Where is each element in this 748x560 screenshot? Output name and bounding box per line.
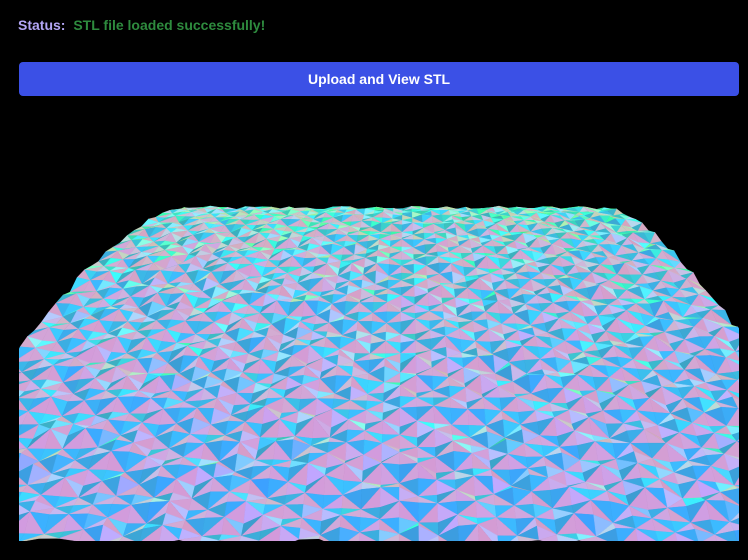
mesh-facet: [728, 517, 739, 525]
mesh-facet: [731, 432, 739, 442]
mesh-facet: [732, 396, 739, 409]
mesh-facet: [734, 345, 739, 352]
upload-and-view-stl-button[interactable]: Upload and View STL: [19, 62, 739, 96]
mesh-facet: [38, 533, 60, 539]
mesh-facet: [737, 378, 739, 381]
stl-3d-viewer[interactable]: [19, 110, 739, 541]
mesh-facet: [734, 530, 739, 541]
mesh-facet: [729, 512, 739, 523]
mesh-facet: [734, 351, 739, 358]
mesh-facet: [19, 477, 29, 486]
mesh-facet: [556, 534, 580, 541]
mesh-facet: [731, 370, 739, 381]
mesh-facet: [736, 439, 739, 442]
mesh-facet: [239, 535, 260, 541]
mesh-facet: [726, 425, 739, 436]
mesh-facet: [159, 524, 180, 541]
mesh-facet: [728, 466, 739, 487]
status-line: Status: STL file loaded successfully!: [18, 16, 265, 34]
mesh-facet: [734, 485, 739, 489]
mesh-facet: [19, 440, 28, 450]
mesh-facet: [497, 535, 518, 541]
mesh-facet: [517, 535, 540, 541]
mesh-facet: [674, 532, 695, 541]
mesh-facet: [714, 534, 728, 541]
mesh-facet: [737, 407, 739, 412]
mesh-facet: [733, 477, 739, 486]
mesh-facet: [728, 338, 739, 352]
mesh-facet: [19, 368, 23, 373]
mesh-facet: [726, 389, 739, 401]
mesh-facet: [734, 349, 739, 353]
mesh-facet: [279, 525, 300, 541]
mesh-facet: [358, 532, 377, 541]
status-message: STL file loaded successfully!: [73, 17, 266, 33]
mesh-facet: [595, 536, 608, 541]
mesh-facet: [578, 536, 598, 541]
mesh-facet: [477, 523, 493, 541]
mesh-facet: [729, 521, 739, 532]
mesh-facet: [737, 379, 739, 385]
mesh-facet: [78, 529, 96, 541]
mesh-facet: [725, 357, 739, 373]
status-label: Status:: [18, 17, 66, 33]
mesh-facet: [736, 440, 739, 449]
mesh-facet: [398, 533, 412, 541]
stl-mesh-render: [19, 205, 739, 541]
mesh-facet: [438, 535, 448, 541]
mesh-facet: [318, 534, 330, 541]
mesh-facet: [635, 528, 657, 541]
mesh-facet: [200, 536, 220, 541]
mesh-facet: [118, 536, 135, 541]
mesh-facet: [19, 409, 29, 418]
